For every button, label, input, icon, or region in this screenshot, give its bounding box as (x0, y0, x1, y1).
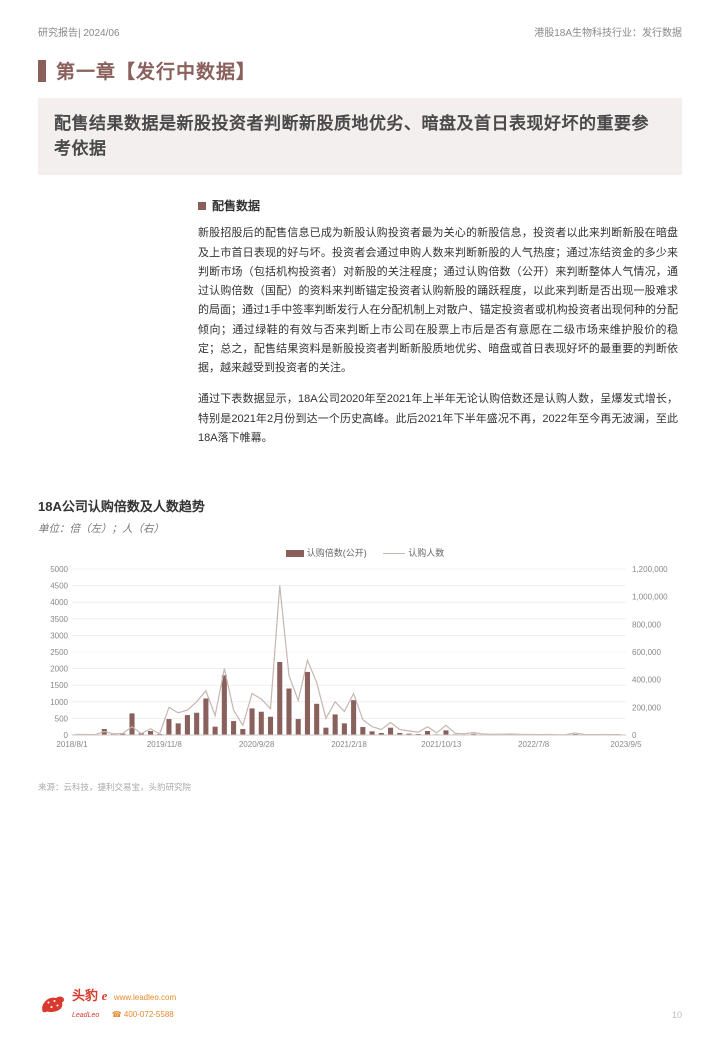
chart-unit: 单位：倍（左）；人（右） (38, 521, 682, 536)
svg-text:2021/10/13: 2021/10/13 (421, 740, 462, 749)
svg-text:2022/7/8: 2022/7/8 (518, 740, 550, 749)
header-right: 港股18A生物科技行业：发行数据 (534, 24, 682, 39)
legend-bar-icon (286, 550, 304, 557)
section-heading: 配售数据 (198, 197, 678, 214)
svg-text:800,000: 800,000 (632, 620, 661, 629)
svg-text:2023/9/5: 2023/9/5 (610, 740, 642, 749)
paragraph-1: 新股招股后的配售信息已成为新股认购投资者最为关心的新股信息，投资者以此来判断新股… (198, 224, 678, 378)
legend-line-label: 认购人数 (408, 548, 444, 558)
chart-canvas: 0 500 1000 1500 2000 2500 3000 3500 4000 4500 5000… (38, 563, 678, 773)
svg-text:2021/2/18: 2021/2/18 (331, 740, 367, 749)
brand-phone: ☎ 400-072-5588 (112, 1010, 174, 1019)
svg-text:5000: 5000 (50, 565, 68, 574)
page-number: 10 (672, 1010, 682, 1020)
svg-text:400,000: 400,000 (632, 676, 661, 685)
svg-text:0: 0 (632, 731, 637, 740)
svg-text:1,000,000: 1,000,000 (632, 593, 668, 602)
legend-line-icon (383, 553, 405, 554)
legend-bar-label: 认购倍数(公开) (307, 548, 367, 558)
chart-block: 18A公司认购倍数及人数趋势 单位：倍（左）；人（右） 认购倍数(公开) 认购人… (38, 496, 682, 793)
brand-text: 头豹 e www.leadleo.com LeadLeo ☎ 400-072-5… (72, 987, 176, 1022)
svg-text:500: 500 (55, 714, 69, 723)
svg-text:2020/9/28: 2020/9/28 (239, 740, 275, 749)
brand-url: www.leadleo.com (114, 993, 176, 1002)
svg-text:0: 0 (64, 731, 69, 740)
svg-text:2000: 2000 (50, 665, 68, 674)
subtitle-box: 配售结果数据是新股投资者判断新股质地优劣、暗盘及首日表现好坏的重要参考依据 (38, 98, 682, 175)
svg-text:4500: 4500 (50, 582, 68, 591)
svg-text:200,000: 200,000 (632, 703, 661, 712)
svg-text:4000: 4000 (50, 598, 68, 607)
header-left: 研究报告| 2024/06 (38, 24, 120, 39)
chapter-title: 第一章【发行中数据】 (56, 57, 256, 84)
svg-text:3500: 3500 (50, 615, 68, 624)
square-bullet-icon (198, 202, 206, 210)
page-header: 研究报告| 2024/06 港股18A生物科技行业：发行数据 (38, 24, 682, 39)
svg-text:3000: 3000 (50, 631, 68, 640)
subtitle-text: 配售结果数据是新股投资者判断新股质地优劣、暗盘及首日表现好坏的重要参考依据 (54, 112, 666, 161)
svg-text:2019/11/8: 2019/11/8 (147, 740, 183, 749)
svg-text:2500: 2500 (50, 648, 68, 657)
svg-text:2018/8/1: 2018/8/1 (56, 740, 88, 749)
chart-svg: 0 500 1000 1500 2000 2500 3000 3500 4000 4500 5000… (38, 563, 678, 753)
svg-text:1500: 1500 (50, 681, 68, 690)
brand-name: 头豹 e (72, 988, 107, 1003)
footer: 头豹 e www.leadleo.com LeadLeo ☎ 400-072-5… (38, 987, 176, 1022)
chapter-heading: 第一章【发行中数据】 (38, 57, 682, 84)
chart-legend: 认购倍数(公开) 认购人数 (38, 546, 682, 559)
chapter-accent-bar (38, 60, 46, 82)
svg-text:1000: 1000 (50, 698, 68, 707)
leopard-logo-icon (38, 992, 68, 1016)
body-section: 配售数据 新股招股后的配售信息已成为新股认购投资者最为关心的新股信息，投资者以此… (198, 197, 678, 448)
chart-source: 来源：云科技，捷利交易宝，头豹研究院 (38, 781, 682, 793)
svg-text:1,200,000: 1,200,000 (632, 565, 668, 574)
paragraph-2: 通过下表数据显示，18A公司2020年至2021年上半年无论认购倍数还是认购人数… (198, 390, 678, 448)
section-head-text: 配售数据 (212, 197, 260, 214)
chart-title: 18A公司认购倍数及人数趋势 (38, 496, 682, 515)
brand-en: LeadLeo (72, 1012, 99, 1019)
svg-text:600,000: 600,000 (632, 648, 661, 657)
